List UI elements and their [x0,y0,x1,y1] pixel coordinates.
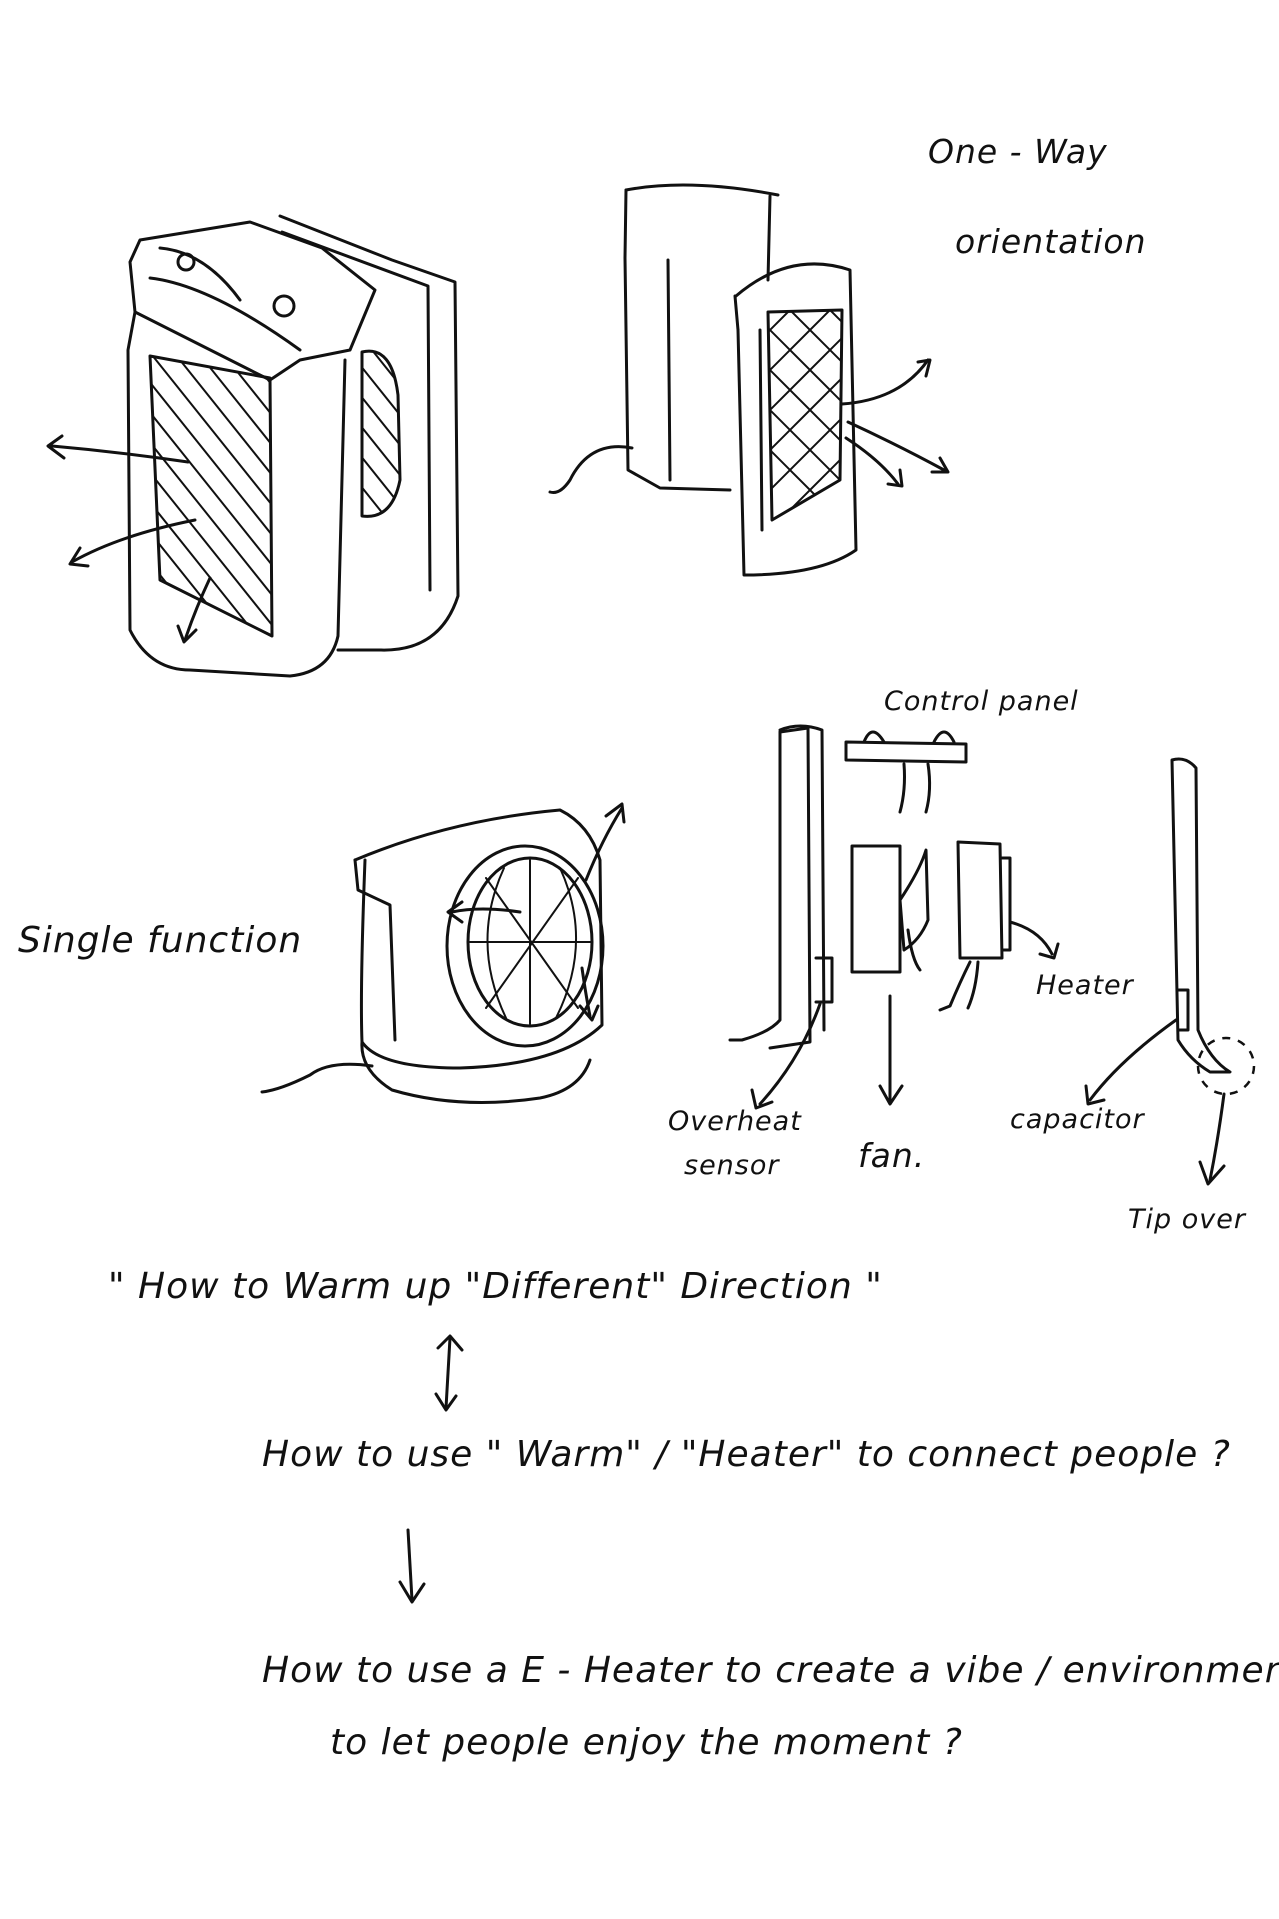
label-single-function: Single function [18,920,303,961]
label-tip-over: Tip over [1128,1204,1246,1235]
label-fan: fan. [858,1136,926,1175]
sketch-cylinder-heater [548,183,950,577]
label-heater: Heater [1036,970,1134,1001]
question-connect-people: How to use " Warm" / "Heater" to connect… [262,1434,1231,1475]
question-warm-direction: " How to Warm up "Different" Direction " [108,1266,883,1307]
mesh-crosshatch [768,310,842,520]
question-create-vibe-2: to let people enjoy the moment ? [330,1722,963,1763]
flow-arrows [398,1334,464,1604]
label-overheat-sensor-2: sensor [684,1150,780,1181]
label-orientation: orientation [955,222,1147,261]
sketch-round-heater [260,802,626,1104]
sketch-components [728,724,1256,1186]
label-capacitor: capacitor [1010,1104,1145,1135]
question-create-vibe-1: How to use a E - Heater to create a vibe… [262,1650,1279,1691]
sketch-box-heater [46,214,460,678]
label-one-way: One - Way [928,132,1108,171]
label-control-panel: Control panel [884,686,1079,717]
label-overheat-sensor-1: Overheat [668,1106,802,1137]
